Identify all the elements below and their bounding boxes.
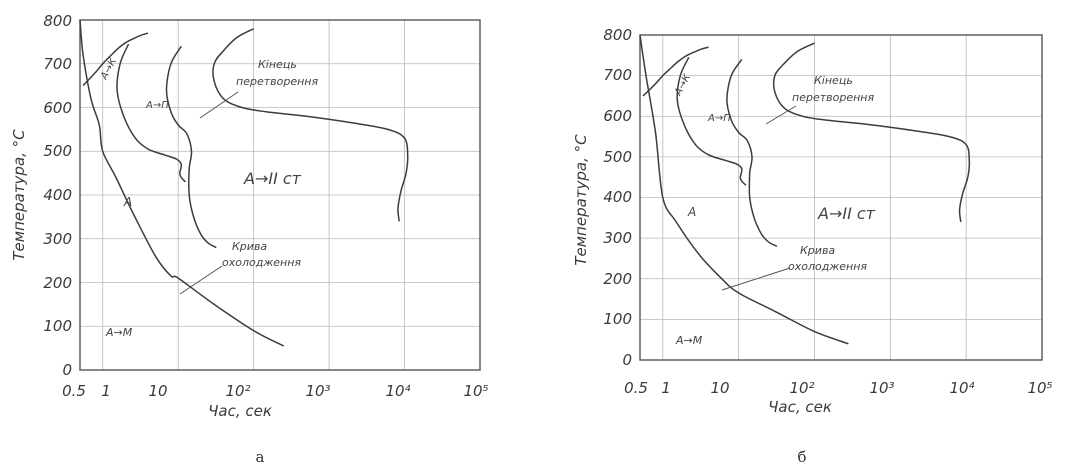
- leader-cooling-curve: [179, 265, 223, 295]
- x-axis-label-a: Час, сек: [208, 402, 272, 420]
- annotation-a-p: А→П: [707, 113, 731, 124]
- leader-cooling-curve: [721, 267, 791, 291]
- y-tick-label: 100: [43, 317, 72, 335]
- svg-text:Кінець: Кінець: [258, 58, 297, 71]
- x-tick-label: 10³: [869, 379, 894, 397]
- svg-text:Кінець: Кінець: [814, 74, 853, 87]
- x-tick-label: 1: [661, 379, 671, 397]
- x-axis-label-b: Час, сек: [768, 398, 832, 416]
- y-tick-label: 500: [603, 148, 632, 166]
- y-axis-label-a: Температура, °С: [10, 129, 28, 261]
- chart-panel-b: 0.5 1 10 10² 10³ 10⁴ 10⁵ 0 100 200 300 4…: [572, 26, 1053, 466]
- y-tick-label: 700: [43, 55, 72, 73]
- y-ticks-a: 0 100 200 300 400 500 600 700 800: [43, 12, 72, 379]
- x-tick-label: 10³: [305, 382, 330, 400]
- plot-frame-a: [79, 19, 481, 371]
- y-tick-label: 100: [603, 310, 632, 328]
- x-ticks-b: 0.5 1 10 10² 10³ 10⁴ 10⁵: [624, 379, 1052, 397]
- x-tick-label: 1: [101, 382, 111, 400]
- x-tick-label: 10⁴: [385, 382, 410, 400]
- x-tick-label: 0.5: [624, 379, 648, 397]
- annotation-end-of-transformation: Кінець перетворення: [792, 74, 874, 104]
- y-tick-label: 0: [622, 351, 632, 369]
- svg-text:Крива: Крива: [800, 244, 835, 257]
- curve-transformation-end: [212, 28, 409, 222]
- panel-label-a: а: [256, 448, 265, 466]
- grid-a: [79, 19, 481, 371]
- y-tick-label: 300: [43, 230, 72, 248]
- curve-a-k: [642, 46, 709, 97]
- x-tick-label: 0.5: [62, 382, 86, 400]
- annotation-a-II-st: А→II ст: [817, 204, 876, 223]
- annotation-a-k: А→К: [98, 56, 119, 83]
- annotation-a-p: А→П: [145, 100, 169, 111]
- curve-transformation-start: [726, 58, 778, 247]
- svg-text:Крива: Крива: [232, 240, 267, 253]
- annotation-a: А: [687, 205, 696, 219]
- panel-label-b: б: [797, 448, 806, 466]
- x-tick-label: 10⁵: [1027, 379, 1052, 397]
- y-tick-label: 400: [603, 188, 632, 206]
- x-tick-label: 10⁴: [949, 379, 974, 397]
- x-tick-label: 10⁵: [463, 382, 488, 400]
- y-tick-label: 600: [43, 99, 72, 117]
- y-axis-label-b: Температура, °С: [572, 134, 590, 266]
- annotation-a: А: [123, 195, 132, 209]
- plot-frame-b: [639, 34, 1043, 361]
- cooling-curve: [639, 34, 849, 345]
- annotation-end-of-transformation: Кінець перетворення: [236, 58, 318, 88]
- y-tick-label: 200: [603, 270, 632, 288]
- y-tick-label: 800: [43, 12, 72, 30]
- curve-a-p-start: [116, 43, 187, 183]
- cooling-curve: [79, 19, 285, 347]
- y-tick-label: 200: [43, 274, 72, 292]
- svg-text:охолодження: охолодження: [222, 256, 301, 269]
- curve-a-p-start: [676, 56, 747, 186]
- x-tick-label: 10: [710, 379, 729, 397]
- y-ticks-b: 0 100 200 300 400 500 600 700 800: [603, 26, 632, 369]
- curve-transformation-end: [772, 42, 971, 222]
- x-ticks-a: 0.5 1 10 10² 10³ 10⁴ 10⁵: [62, 382, 488, 400]
- y-tick-label: 600: [603, 107, 632, 125]
- svg-text:охолодження: охолодження: [788, 260, 867, 273]
- y-tick-label: 700: [603, 66, 632, 84]
- svg-text:перетворення: перетворення: [792, 91, 874, 104]
- curves-a: [79, 19, 409, 347]
- annotation-a-m: А→М: [675, 334, 703, 347]
- y-tick-label: 400: [43, 186, 72, 204]
- x-tick-label: 10²: [225, 382, 250, 400]
- curve-transformation-start: [165, 45, 217, 249]
- svg-text:перетворення: перетворення: [236, 75, 318, 88]
- annotation-a-m: А→М: [105, 326, 133, 339]
- curve-a-k: [82, 32, 149, 87]
- y-tick-label: 300: [603, 229, 632, 247]
- x-tick-label: 10: [148, 382, 167, 400]
- y-tick-label: 500: [43, 142, 72, 160]
- y-tick-label: 0: [62, 361, 72, 379]
- annotation-a-II-st: А→II ст: [243, 169, 302, 188]
- x-tick-label: 10²: [789, 379, 814, 397]
- curves-b: [639, 34, 971, 345]
- chart-panel-a: 0.5 1 10 10² 10³ 10⁴ 10⁵ 0 100 200 300 4…: [10, 12, 489, 466]
- annotation-cooling-curve: Крива охолодження: [788, 244, 867, 273]
- y-tick-label: 800: [603, 26, 632, 44]
- leader-end-of-transformation: [199, 91, 239, 119]
- leader-end-of-transformation: [765, 105, 797, 125]
- annotation-cooling-curve: Крива охолодження: [222, 240, 301, 269]
